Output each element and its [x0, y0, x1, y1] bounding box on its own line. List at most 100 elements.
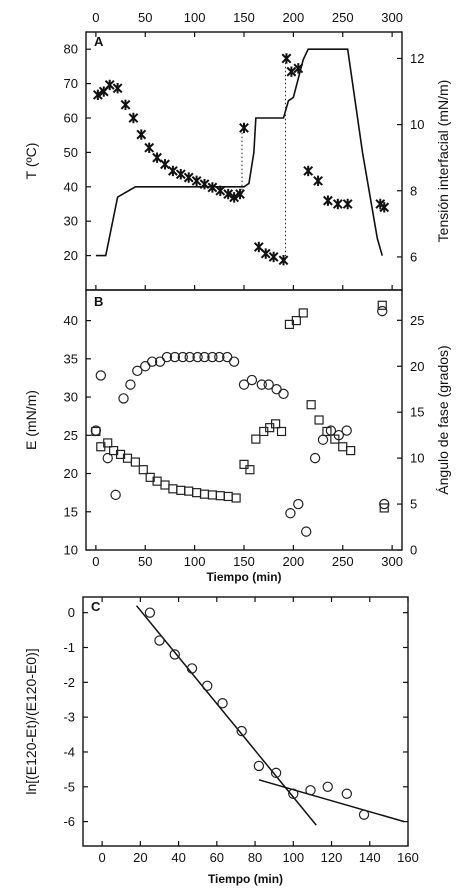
- panel-b: 0 50 100 150 200 250 300 10 15 20 25 30 35 40 0 5 10 15 20…: [23, 289, 451, 584]
- elasticity-point: [330, 434, 340, 444]
- panel-c-x-tick-label: 80: [248, 850, 262, 865]
- phase-angle-point: [118, 393, 129, 404]
- phase-angle-point: [199, 351, 210, 363]
- panel-b-x-tick-label: 300: [381, 554, 403, 569]
- elasticity-point: [207, 490, 217, 500]
- interfacial-tension-point: [313, 175, 323, 187]
- panel-a-y-tick-label: 40: [64, 179, 78, 194]
- elasticity-point: [338, 442, 348, 452]
- fit-line: [135, 605, 317, 826]
- panel-b-y2-tick-label: 25: [410, 313, 424, 328]
- elasticity-point: [271, 419, 281, 429]
- panel-a-top-x-tick-label: 150: [233, 10, 255, 25]
- elasticity-point: [291, 315, 301, 326]
- elasticity-point: [199, 489, 210, 499]
- panel-c-x-tick-label: 20: [133, 850, 147, 865]
- interfacial-tension-point: [92, 89, 103, 101]
- phase-angle-point: [293, 498, 304, 510]
- interfacial-tension-point: [215, 185, 226, 196]
- interfacial-tension-point: [281, 53, 292, 64]
- elasticity-point: [276, 426, 287, 437]
- phase-angle-point: [125, 379, 136, 390]
- data-point: [341, 788, 353, 799]
- panel-c-y-tick-label: -4: [63, 744, 75, 759]
- interfacial-tension-point: [293, 63, 304, 74]
- panel-b-x-tick-label: 100: [184, 554, 206, 569]
- panel-c-x-tick-label: 140: [359, 850, 381, 865]
- panel-c-y-tick-label: -2: [63, 675, 75, 690]
- interfacial-tension-point: [175, 169, 186, 180]
- elasticity-point: [298, 308, 308, 318]
- data-point: [305, 785, 316, 796]
- interfacial-tension-point: [207, 182, 218, 193]
- panel-c-x-tick-label: 160: [397, 850, 419, 865]
- panel-a-y-tick-label: 60: [64, 111, 78, 126]
- phase-angle-point: [263, 379, 274, 390]
- panel-a-top-x-tick-label: 200: [283, 10, 305, 25]
- phase-angle-point: [228, 356, 240, 367]
- panel-b-frame: [85, 289, 403, 551]
- phase-angle-point: [256, 379, 267, 390]
- panel-c-y-tick-label: -5: [63, 779, 75, 794]
- panel-a-y2-label: Tensión interfacial (mN/m): [435, 80, 451, 243]
- panel-a-y2-tick-label: 8: [410, 183, 417, 198]
- data-point: [186, 663, 198, 674]
- data-point: [169, 649, 180, 660]
- panel-a-y-tick-label: 80: [64, 42, 78, 57]
- interfacial-tension-point: [128, 112, 139, 124]
- panel-b-y2-tick-label: 15: [410, 405, 424, 420]
- panel-c-x-tick-label: 120: [321, 850, 343, 865]
- elasticity-point: [138, 465, 148, 475]
- interfacial-tension-point: [167, 165, 178, 177]
- phase-angle-point: [102, 452, 113, 464]
- panel-b-y-label: E (mN/m): [23, 390, 39, 450]
- panel-c-x-label: Tiempo (min): [208, 872, 283, 886]
- elasticity-point: [377, 300, 387, 310]
- data-point: [202, 680, 213, 692]
- phase-angle-point: [379, 498, 390, 510]
- elasticity-point: [130, 457, 140, 467]
- elasticity-point: [379, 503, 389, 513]
- panel-c-x-tick-label: 60: [210, 850, 224, 865]
- phase-angle-point: [309, 452, 321, 464]
- panel-b-label: B: [94, 294, 103, 309]
- panel-a-y-tick-label: 50: [64, 145, 78, 160]
- data-point: [358, 809, 370, 820]
- phase-angle-point: [146, 356, 158, 367]
- temperature-line: [95, 48, 384, 257]
- panel-a-y2-tick-label: 6: [410, 249, 417, 264]
- panel-a-label: A: [94, 34, 104, 49]
- elasticity-point: [231, 493, 241, 503]
- elasticity-point: [245, 465, 255, 475]
- panel-a-y2-tick-label: 12: [410, 51, 424, 66]
- phase-angle-point: [95, 370, 107, 381]
- panel-b-x-tick-label: 200: [283, 554, 305, 569]
- phase-angle-point: [214, 351, 225, 363]
- panel-a-y-tick-label: 30: [64, 214, 78, 229]
- phase-angle-point: [184, 351, 195, 363]
- phase-angle-point: [161, 351, 173, 363]
- elasticity-point: [223, 491, 233, 502]
- panel-c-y-tick-label: -1: [63, 640, 75, 655]
- interfacial-tension-point: [379, 202, 390, 213]
- data-point: [236, 725, 247, 737]
- interfacial-tension-point: [223, 188, 234, 200]
- phase-angle-point: [325, 425, 337, 436]
- phase-angle-point: [132, 365, 143, 377]
- interfacial-tension-point: [104, 79, 115, 91]
- panel-b-y-tick-label: 40: [64, 313, 78, 328]
- data-point: [217, 698, 228, 709]
- data-point: [270, 767, 282, 779]
- interfacial-tension-point: [144, 142, 155, 153]
- panel-c-x-tick-label: 40: [171, 850, 185, 865]
- elasticity-point: [160, 480, 170, 490]
- interfacial-tension-point: [268, 251, 279, 263]
- phase-angle-point: [177, 351, 188, 363]
- phase-angle-point: [169, 351, 181, 363]
- elasticity-point: [168, 484, 178, 494]
- panel-b-y2-label: Ángulo de fase (grados): [435, 345, 451, 494]
- panel-c-x-tick-label: 0: [99, 850, 106, 865]
- panel-c-label: C: [91, 599, 101, 614]
- elasticity-point: [239, 459, 249, 469]
- panel-c-y-tick-label: -3: [63, 710, 75, 725]
